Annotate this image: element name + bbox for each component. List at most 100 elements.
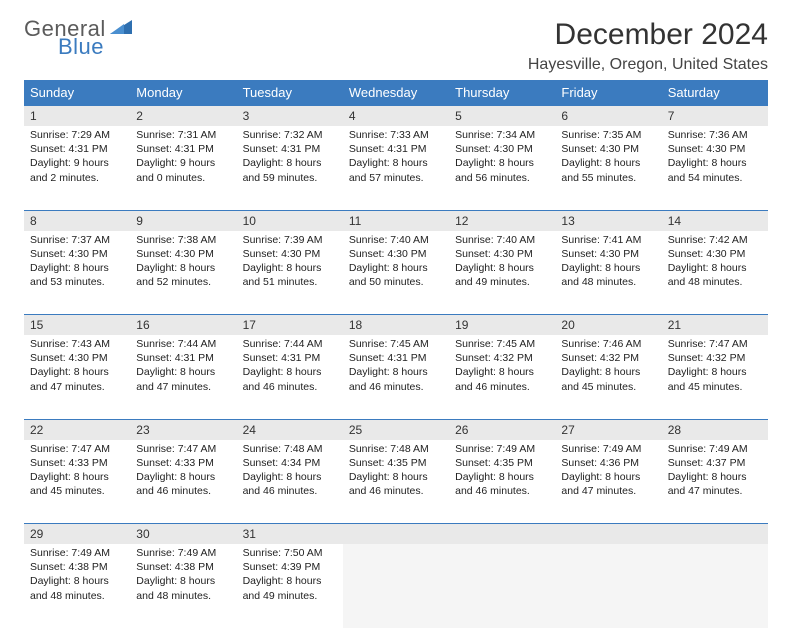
- daylight-text: Daylight: 8 hours and 48 minutes.: [30, 574, 124, 602]
- sunset-text: Sunset: 4:38 PM: [30, 560, 124, 574]
- sunrise-text: Sunrise: 7:45 AM: [455, 337, 549, 351]
- day-number: 29: [24, 524, 130, 544]
- day-number: 5: [449, 106, 555, 126]
- calendar-body: 1234567Sunrise: 7:29 AMSunset: 4:31 PMDa…: [24, 106, 768, 628]
- day-cell: Sunrise: 7:49 AMSunset: 4:38 PMDaylight:…: [130, 544, 236, 628]
- sunset-text: Sunset: 4:30 PM: [561, 247, 655, 261]
- day-content: Sunrise: 7:38 AMSunset: 4:30 PMDaylight:…: [130, 231, 236, 294]
- sunrise-text: Sunrise: 7:47 AM: [136, 442, 230, 456]
- day-cell: Sunrise: 7:37 AMSunset: 4:30 PMDaylight:…: [24, 231, 130, 315]
- day-content: Sunrise: 7:34 AMSunset: 4:30 PMDaylight:…: [449, 126, 555, 189]
- daylight-text: Daylight: 8 hours and 46 minutes.: [136, 470, 230, 498]
- sunrise-text: Sunrise: 7:44 AM: [243, 337, 337, 351]
- day-number: 22: [24, 420, 130, 440]
- daylight-text: Daylight: 8 hours and 46 minutes.: [243, 365, 337, 393]
- weekday-header: Monday: [130, 80, 236, 106]
- day-cell: Sunrise: 7:44 AMSunset: 4:31 PMDaylight:…: [130, 335, 236, 419]
- day-cell: Sunrise: 7:43 AMSunset: 4:30 PMDaylight:…: [24, 335, 130, 419]
- title-block: December 2024 Hayesville, Oregon, United…: [528, 18, 768, 74]
- page-header: General Blue December 2024 Hayesville, O…: [24, 18, 768, 74]
- sunset-text: Sunset: 4:35 PM: [455, 456, 549, 470]
- day-number: 4: [343, 106, 449, 126]
- day-content: Sunrise: 7:49 AMSunset: 4:38 PMDaylight:…: [130, 544, 236, 607]
- day-cell: Sunrise: 7:49 AMSunset: 4:36 PMDaylight:…: [555, 440, 661, 524]
- day-number: 25: [343, 420, 449, 440]
- day-cell: Sunrise: 7:47 AMSunset: 4:33 PMDaylight:…: [24, 440, 130, 524]
- calendar-table: Sunday Monday Tuesday Wednesday Thursday…: [24, 80, 768, 628]
- daynum-cell: 5: [449, 106, 555, 127]
- day-cell: Sunrise: 7:40 AMSunset: 4:30 PMDaylight:…: [343, 231, 449, 315]
- calendar-page: General Blue December 2024 Hayesville, O…: [0, 0, 792, 628]
- sunrise-text: Sunrise: 7:48 AM: [243, 442, 337, 456]
- sunset-text: Sunset: 4:31 PM: [349, 142, 443, 156]
- daylight-text: Daylight: 8 hours and 46 minutes.: [455, 365, 549, 393]
- daylight-text: Daylight: 8 hours and 51 minutes.: [243, 261, 337, 289]
- daylight-text: Daylight: 8 hours and 47 minutes.: [30, 365, 124, 393]
- logo-text-blue: Blue: [58, 36, 104, 58]
- day-cell: Sunrise: 7:48 AMSunset: 4:35 PMDaylight:…: [343, 440, 449, 524]
- weekday-header: Thursday: [449, 80, 555, 106]
- daylight-text: Daylight: 8 hours and 59 minutes.: [243, 156, 337, 184]
- daylight-text: Daylight: 8 hours and 45 minutes.: [561, 365, 655, 393]
- day-number: 10: [237, 211, 343, 231]
- daynum-cell: 21: [662, 315, 768, 336]
- sunset-text: Sunset: 4:32 PM: [561, 351, 655, 365]
- sunset-text: Sunset: 4:37 PM: [668, 456, 762, 470]
- daylight-text: Daylight: 8 hours and 52 minutes.: [136, 261, 230, 289]
- daylight-text: Daylight: 8 hours and 46 minutes.: [349, 470, 443, 498]
- sunrise-text: Sunrise: 7:50 AM: [243, 546, 337, 560]
- sunset-text: Sunset: 4:32 PM: [455, 351, 549, 365]
- day-content: Sunrise: 7:43 AMSunset: 4:30 PMDaylight:…: [24, 335, 130, 398]
- sunset-text: Sunset: 4:30 PM: [668, 247, 762, 261]
- sunrise-text: Sunrise: 7:47 AM: [668, 337, 762, 351]
- sunrise-text: Sunrise: 7:44 AM: [136, 337, 230, 351]
- daylight-text: Daylight: 8 hours and 55 minutes.: [561, 156, 655, 184]
- daynum-cell: 24: [237, 419, 343, 440]
- sunset-text: Sunset: 4:36 PM: [561, 456, 655, 470]
- weekday-header: Wednesday: [343, 80, 449, 106]
- day-number: 12: [449, 211, 555, 231]
- day-number: 18: [343, 315, 449, 335]
- day-content: Sunrise: 7:46 AMSunset: 4:32 PMDaylight:…: [555, 335, 661, 398]
- day-content: Sunrise: 7:37 AMSunset: 4:30 PMDaylight:…: [24, 231, 130, 294]
- sunset-text: Sunset: 4:33 PM: [136, 456, 230, 470]
- day-cell: Sunrise: 7:48 AMSunset: 4:34 PMDaylight:…: [237, 440, 343, 524]
- daylight-text: Daylight: 9 hours and 2 minutes.: [30, 156, 124, 184]
- daylight-text: Daylight: 8 hours and 48 minutes.: [561, 261, 655, 289]
- daynum-cell: 28: [662, 419, 768, 440]
- day-number: 20: [555, 315, 661, 335]
- logo: General Blue: [24, 18, 132, 58]
- day-content: Sunrise: 7:49 AMSunset: 4:35 PMDaylight:…: [449, 440, 555, 503]
- sunrise-text: Sunrise: 7:47 AM: [30, 442, 124, 456]
- sunrise-text: Sunrise: 7:31 AM: [136, 128, 230, 142]
- day-content: Sunrise: 7:41 AMSunset: 4:30 PMDaylight:…: [555, 231, 661, 294]
- daylight-text: Daylight: 8 hours and 48 minutes.: [668, 261, 762, 289]
- daynum-cell: 29: [24, 524, 130, 545]
- day-number: 26: [449, 420, 555, 440]
- weekday-header: Saturday: [662, 80, 768, 106]
- day-number: 1: [24, 106, 130, 126]
- day-number: 16: [130, 315, 236, 335]
- daynum-row: 293031: [24, 524, 768, 545]
- sunrise-text: Sunrise: 7:38 AM: [136, 233, 230, 247]
- daynum-cell: 1: [24, 106, 130, 127]
- day-cell: Sunrise: 7:49 AMSunset: 4:35 PMDaylight:…: [449, 440, 555, 524]
- sunset-text: Sunset: 4:32 PM: [668, 351, 762, 365]
- daynum-cell: 25: [343, 419, 449, 440]
- day-cell: Sunrise: 7:34 AMSunset: 4:30 PMDaylight:…: [449, 126, 555, 210]
- sunrise-text: Sunrise: 7:46 AM: [561, 337, 655, 351]
- sunrise-text: Sunrise: 7:33 AM: [349, 128, 443, 142]
- daylight-text: Daylight: 8 hours and 46 minutes.: [349, 365, 443, 393]
- day-cell: [449, 544, 555, 628]
- day-content: Sunrise: 7:40 AMSunset: 4:30 PMDaylight:…: [343, 231, 449, 294]
- daynum-cell: 14: [662, 210, 768, 231]
- sunset-text: Sunset: 4:30 PM: [668, 142, 762, 156]
- day-cell: Sunrise: 7:29 AMSunset: 4:31 PMDaylight:…: [24, 126, 130, 210]
- sunset-text: Sunset: 4:31 PM: [243, 351, 337, 365]
- sunset-text: Sunset: 4:30 PM: [455, 142, 549, 156]
- day-cell: [343, 544, 449, 628]
- daynum-cell: [662, 524, 768, 545]
- day-content: Sunrise: 7:47 AMSunset: 4:33 PMDaylight:…: [24, 440, 130, 503]
- day-number: 19: [449, 315, 555, 335]
- day-number: 21: [662, 315, 768, 335]
